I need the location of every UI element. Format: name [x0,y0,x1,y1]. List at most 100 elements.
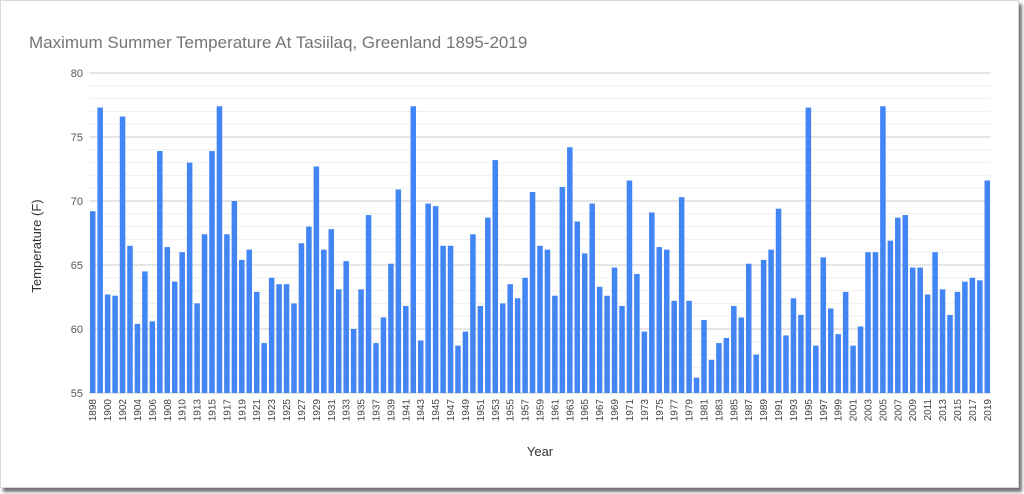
bar [365,215,372,393]
bar [209,151,215,393]
x-tick-label: 1995 [804,399,815,422]
x-tick-label: 1941 [401,399,412,422]
bar [902,215,909,393]
bar [104,294,111,393]
bar [738,317,745,393]
bar [827,308,834,393]
x-tick-label: 1973 [640,399,651,422]
x-tick-label: 1957 [521,399,532,422]
chart-canvas: Maximum Summer Temperature At Tasiilaq, … [29,33,994,459]
bar [574,221,581,393]
bar [455,345,461,393]
bar [157,151,163,393]
bar [253,291,260,393]
x-tick-label: 1925 [282,399,293,422]
bar [239,259,245,393]
x-tick-label: 1929 [312,399,323,422]
x-tick-label: 1949 [461,399,472,422]
bar [224,234,230,393]
bar [857,326,864,393]
bar [127,245,133,393]
x-tick-label: 1983 [714,399,725,422]
bar [678,197,685,393]
bar [850,345,856,393]
bar [231,201,238,393]
x-tick-label: 1904 [133,399,144,422]
x-tick-label: 1959 [536,399,547,422]
x-tick-label: 2017 [968,399,979,422]
x-tick-label: 1945 [431,399,442,422]
bar [425,203,431,393]
x-axis-ticks: 1898 1900 1902 1904 1906 1908 1910 1913 1915 1917… [88,399,994,422]
bar [671,300,677,393]
x-tick-label: 1981 [700,399,711,422]
bar [932,252,938,393]
bar [872,252,879,393]
bar [581,253,588,393]
bar-series [89,106,991,394]
x-tick-label: 1993 [789,399,800,422]
bar [380,317,387,393]
bar [306,226,312,393]
bar [641,331,648,393]
bar [589,203,595,393]
bar [529,192,536,393]
bar [552,295,558,393]
bar [89,211,96,393]
bar [611,267,618,393]
bar [313,166,320,393]
bar [410,106,417,393]
bar [201,234,208,393]
bar [701,320,707,393]
bar [388,263,394,393]
x-tick-label: 1910 [178,399,189,422]
bar [559,186,566,393]
x-tick-label: 1898 [88,399,99,422]
bar [283,284,290,393]
y-tick-label: 75 [71,132,83,144]
bar [403,305,409,393]
bar [179,252,185,393]
bar [321,249,327,393]
bar [753,354,759,393]
x-tick-label: 1977 [670,399,681,422]
x-tick-label: 2015 [953,399,964,422]
x-tick-label: 1953 [491,399,502,422]
y-tick-label: 80 [71,68,83,80]
x-tick-label: 1947 [446,399,457,422]
x-tick-label: 1951 [476,399,487,422]
x-tick-label: 2013 [938,399,949,422]
x-tick-label: 1999 [834,399,845,422]
bar [328,229,335,393]
x-tick-label: 1939 [386,399,397,422]
bar [745,263,752,393]
bar [395,189,402,393]
bar [969,277,976,393]
bar [246,249,253,393]
bar [276,284,282,393]
bar [634,273,640,393]
bar [261,343,267,393]
bar [358,289,364,393]
x-tick-label: 2011 [923,399,934,421]
x-tick-label: 2003 [864,399,875,422]
bar [119,116,126,394]
bar [97,107,103,393]
bar [596,286,603,393]
bar [760,259,767,393]
bar [895,217,901,393]
y-tick-label: 65 [71,260,83,272]
x-tick-label: 1975 [655,399,666,422]
bar [350,329,357,393]
bar [335,289,342,393]
x-tick-label: 1933 [342,399,353,422]
bar [813,345,819,393]
y-tick-label: 60 [71,324,83,336]
x-axis-label: Year [527,444,554,459]
bar [731,305,737,393]
bar [492,160,499,393]
bar [723,337,730,393]
bar [194,303,200,393]
x-tick-label: 2009 [908,399,919,422]
